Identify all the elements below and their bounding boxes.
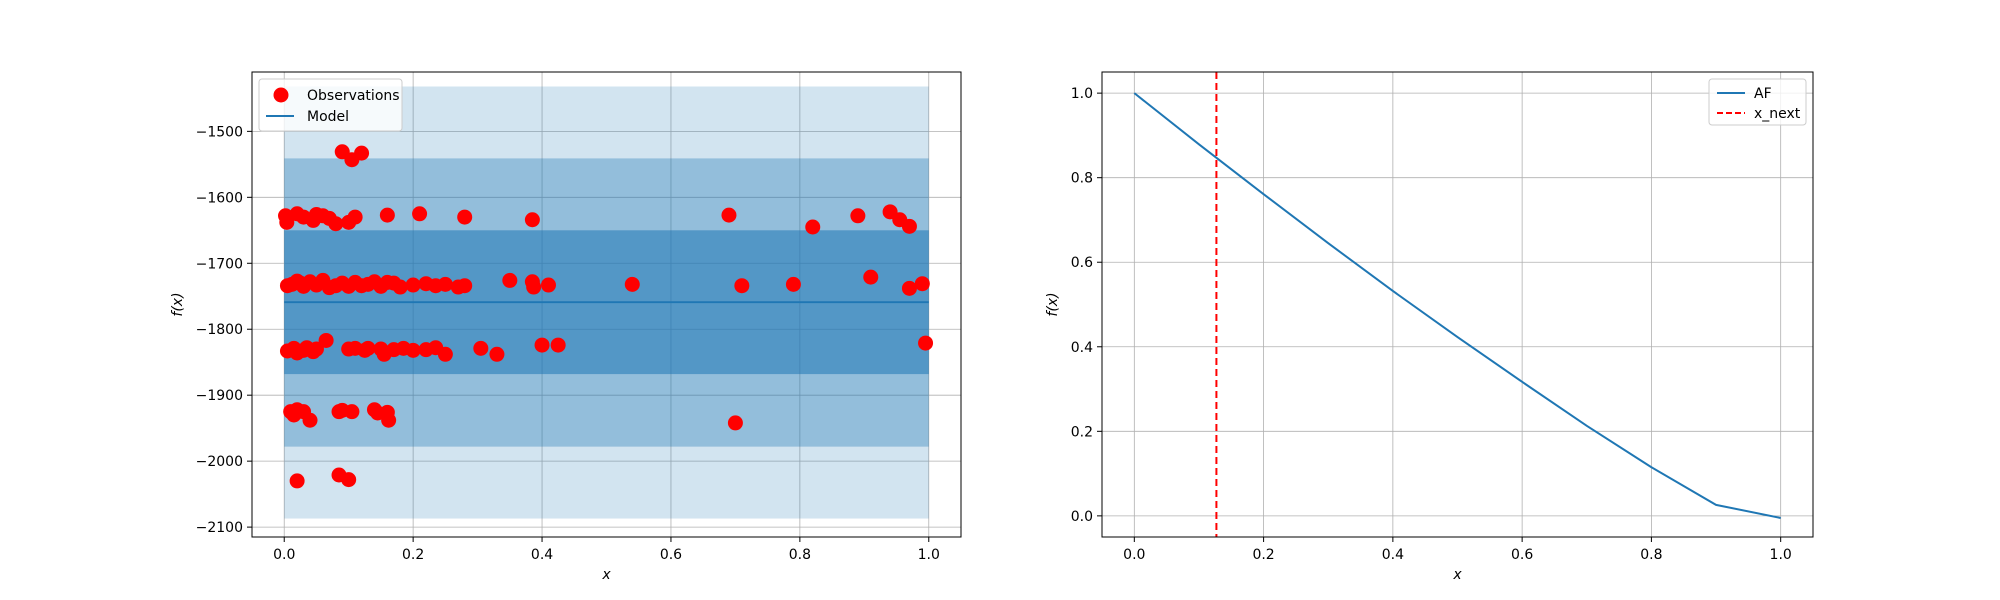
x-ticks: 0.0 0.2 0.4 0.6 0.8 1.0	[1123, 537, 1792, 563]
observation-point	[473, 340, 489, 356]
observation-point	[489, 346, 505, 362]
observation-point	[302, 412, 318, 428]
observation-point	[412, 206, 428, 222]
legend: Observations Model	[258, 78, 403, 132]
x-tick-label: 0.4	[531, 547, 553, 563]
observation-point	[318, 332, 334, 348]
observation-point	[721, 207, 737, 223]
x-tick-label: 0.6	[660, 547, 682, 563]
observation-point	[437, 276, 453, 292]
observation-point	[901, 280, 917, 296]
observation-point	[550, 337, 566, 353]
y-tick-label: −1700	[196, 256, 243, 272]
y-tick-label: −2000	[196, 454, 243, 470]
observation-point	[457, 209, 473, 225]
observation-point	[344, 404, 360, 420]
observation-point	[457, 278, 473, 294]
x-tick-label: 1.0	[918, 547, 940, 563]
x-tick-label: 0.0	[1123, 547, 1145, 563]
observation-point	[381, 412, 397, 428]
grid	[1102, 72, 1813, 537]
chart-1: 0.0 0.2 0.4 0.6 0.8 1.0−1500−1600−1700−1800−1…	[170, 71, 962, 583]
y-tick-label: −1800	[196, 322, 243, 338]
axes-frame	[251, 71, 962, 538]
series-line-af	[1133, 92, 1781, 519]
legend-box	[1708, 78, 1807, 126]
x-ticks: 0.0 0.2 0.4 0.6 0.8 1.0	[273, 537, 940, 563]
x-tick-label: 0.6	[1511, 547, 1533, 563]
y-tick-label: 0.6	[1071, 255, 1093, 271]
observation-point	[850, 208, 866, 224]
observation-point	[502, 272, 518, 288]
y-tick-label: 0.0	[1071, 509, 1093, 525]
legend-label: Observations	[307, 88, 400, 104]
observations	[278, 144, 934, 489]
x-axis-label: x	[1452, 567, 1462, 583]
legend-marker-observations	[273, 87, 289, 103]
observation-point	[405, 342, 421, 358]
observation-point	[526, 279, 542, 295]
x-tick-label: 0.8	[1640, 547, 1662, 563]
plot-area	[1102, 72, 1813, 537]
y-tick-label: 1.0	[1071, 86, 1093, 102]
observation-point	[289, 473, 305, 489]
observation-point	[918, 335, 934, 351]
y-tick-label: −1900	[196, 388, 243, 404]
y-tick-label: 0.4	[1071, 340, 1093, 356]
observation-point	[734, 278, 750, 294]
y-tick-label: −2100	[196, 520, 243, 536]
observation-point	[727, 415, 743, 431]
observation-point	[785, 276, 801, 292]
observation-point	[392, 279, 408, 295]
legend-label: x_next	[1754, 106, 1801, 122]
observation-point	[308, 341, 324, 357]
observation-point	[624, 276, 640, 292]
y-tick-label: 0.2	[1071, 424, 1093, 440]
observation-point	[524, 212, 540, 228]
observation-point	[914, 276, 930, 292]
y-tick-label: −1500	[196, 124, 243, 140]
y-axis-label: f(x)	[1045, 292, 1061, 316]
legend: AF x_next	[1708, 78, 1807, 126]
y-tick-label: 0.8	[1071, 171, 1093, 187]
y-tick-label: −1600	[196, 190, 243, 206]
observation-point	[279, 214, 295, 230]
legend-box	[258, 78, 403, 132]
legend-label: Model	[307, 109, 349, 125]
x-tick-label: 0.4	[1382, 547, 1404, 563]
x-axis-label: x	[601, 567, 611, 583]
x-tick-label: 0.0	[273, 547, 295, 563]
x-tick-label: 0.2	[1252, 547, 1274, 563]
observation-point	[347, 209, 363, 225]
observation-point	[540, 277, 556, 293]
observation-point	[360, 340, 376, 356]
observation-point	[437, 346, 453, 362]
axes-frame	[1101, 71, 1814, 538]
y-axis-label: f(x)	[170, 292, 186, 316]
observation-point	[328, 216, 344, 232]
observation-point	[534, 337, 550, 353]
observation-point	[901, 218, 917, 234]
chart-2: 0.0 0.2 0.4 0.6 0.8 1.0 0.0 0.2 0.4 0.6 0.8 1.0 x f(x…	[1045, 71, 1814, 583]
observation-point	[863, 269, 879, 285]
x-tick-label: 1.0	[1770, 547, 1792, 563]
x-tick-label: 0.2	[402, 547, 424, 563]
observation-point	[341, 472, 357, 488]
observation-point	[379, 207, 395, 223]
x-tick-label: 0.8	[789, 547, 811, 563]
legend-label: AF	[1754, 86, 1772, 102]
y-ticks: −1500 −1600 −1700 −1800 −1900 −2000 −2100	[196, 124, 252, 536]
observation-point	[354, 145, 370, 161]
observation-point	[405, 277, 421, 293]
y-ticks: 0.0 0.2 0.4 0.6 0.8 1.0	[1071, 86, 1102, 525]
observation-point	[805, 219, 821, 235]
